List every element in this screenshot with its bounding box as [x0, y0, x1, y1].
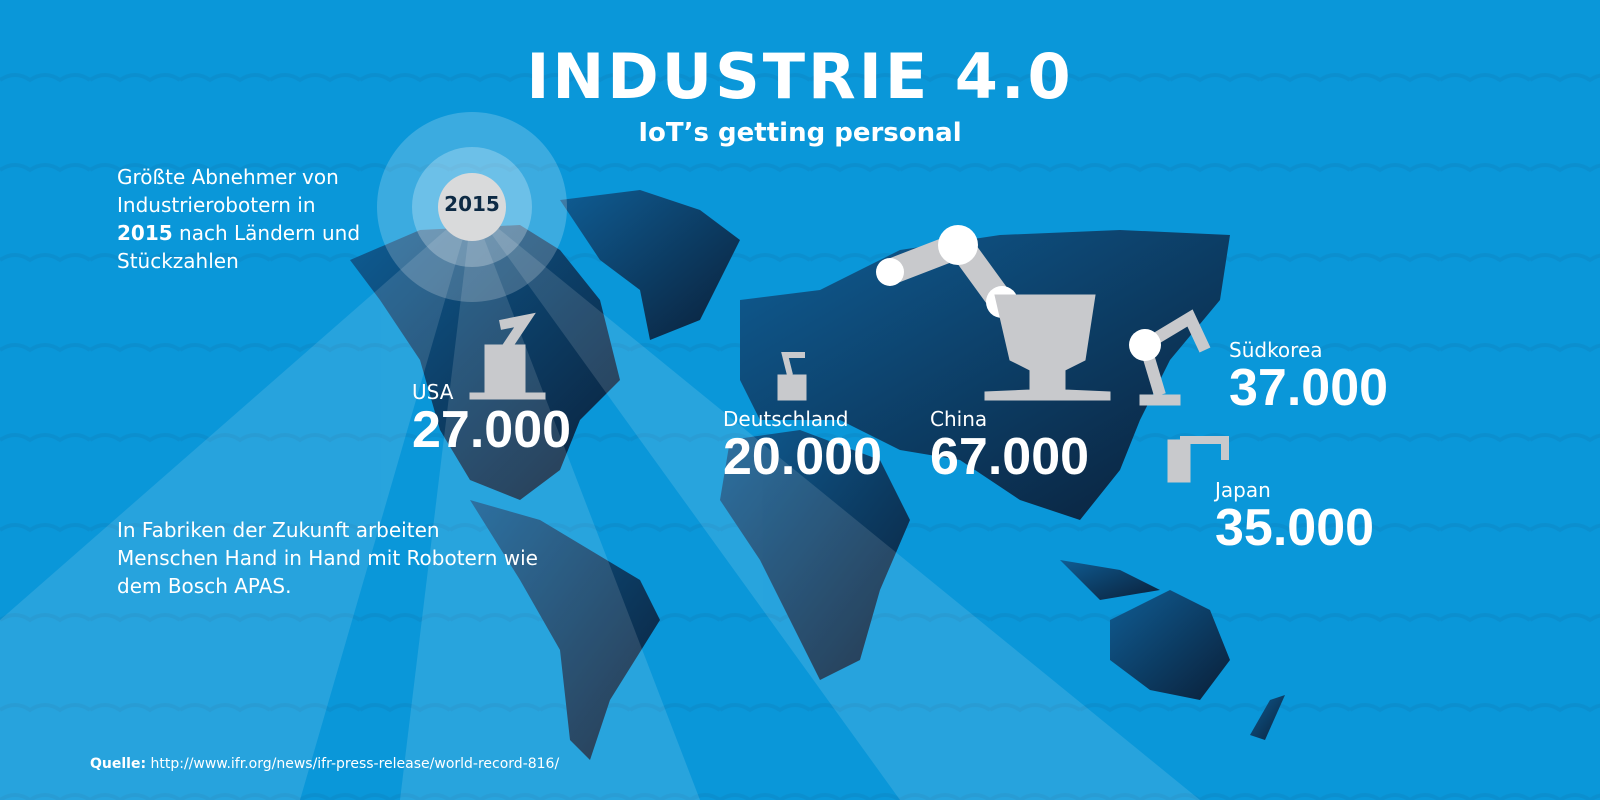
- country-name: USA: [412, 380, 454, 404]
- country-value: 35.000: [1215, 499, 1375, 557]
- country-value: 67.000: [930, 428, 1090, 486]
- country-name: China: [930, 407, 988, 431]
- country-china: China 67.000: [930, 407, 1089, 483]
- intro-before: Größte Abnehmer von Industrierobotern in: [117, 165, 339, 217]
- source: Quelle: http://www.ifr.org/news/ifr-pres…: [90, 756, 559, 772]
- intro-text: Größte Abnehmer von Industrierobotern in…: [117, 163, 367, 275]
- country-value: 37.000: [1229, 359, 1389, 417]
- intro-year: 2015: [117, 221, 173, 245]
- country-name: Südkorea: [1229, 338, 1323, 362]
- year-badge: 2015: [444, 192, 500, 216]
- country-deutschland: Deutschland 20.000: [723, 407, 882, 483]
- country-name: Deutschland: [723, 407, 849, 431]
- country-value: 27.000: [412, 401, 572, 459]
- source-label: Quelle:: [90, 756, 147, 772]
- source-url: http://www.ifr.org/news/ifr-press-releas…: [150, 756, 560, 772]
- country-suedkorea: Südkorea 37.000: [1229, 338, 1388, 414]
- intro-after: nach Ländern und Stückzahlen: [117, 221, 361, 273]
- title: INDUSTRIE 4.0: [526, 40, 1074, 113]
- country-usa: USA 27.000: [412, 380, 571, 456]
- country-name: Japan: [1215, 478, 1271, 502]
- country-japan: Japan 35.000: [1215, 478, 1374, 554]
- country-value: 20.000: [723, 428, 883, 486]
- note-text: In Fabriken der Zukunft arbeiten Mensche…: [117, 518, 538, 598]
- subtitle: IoT’s getting personal: [638, 118, 962, 148]
